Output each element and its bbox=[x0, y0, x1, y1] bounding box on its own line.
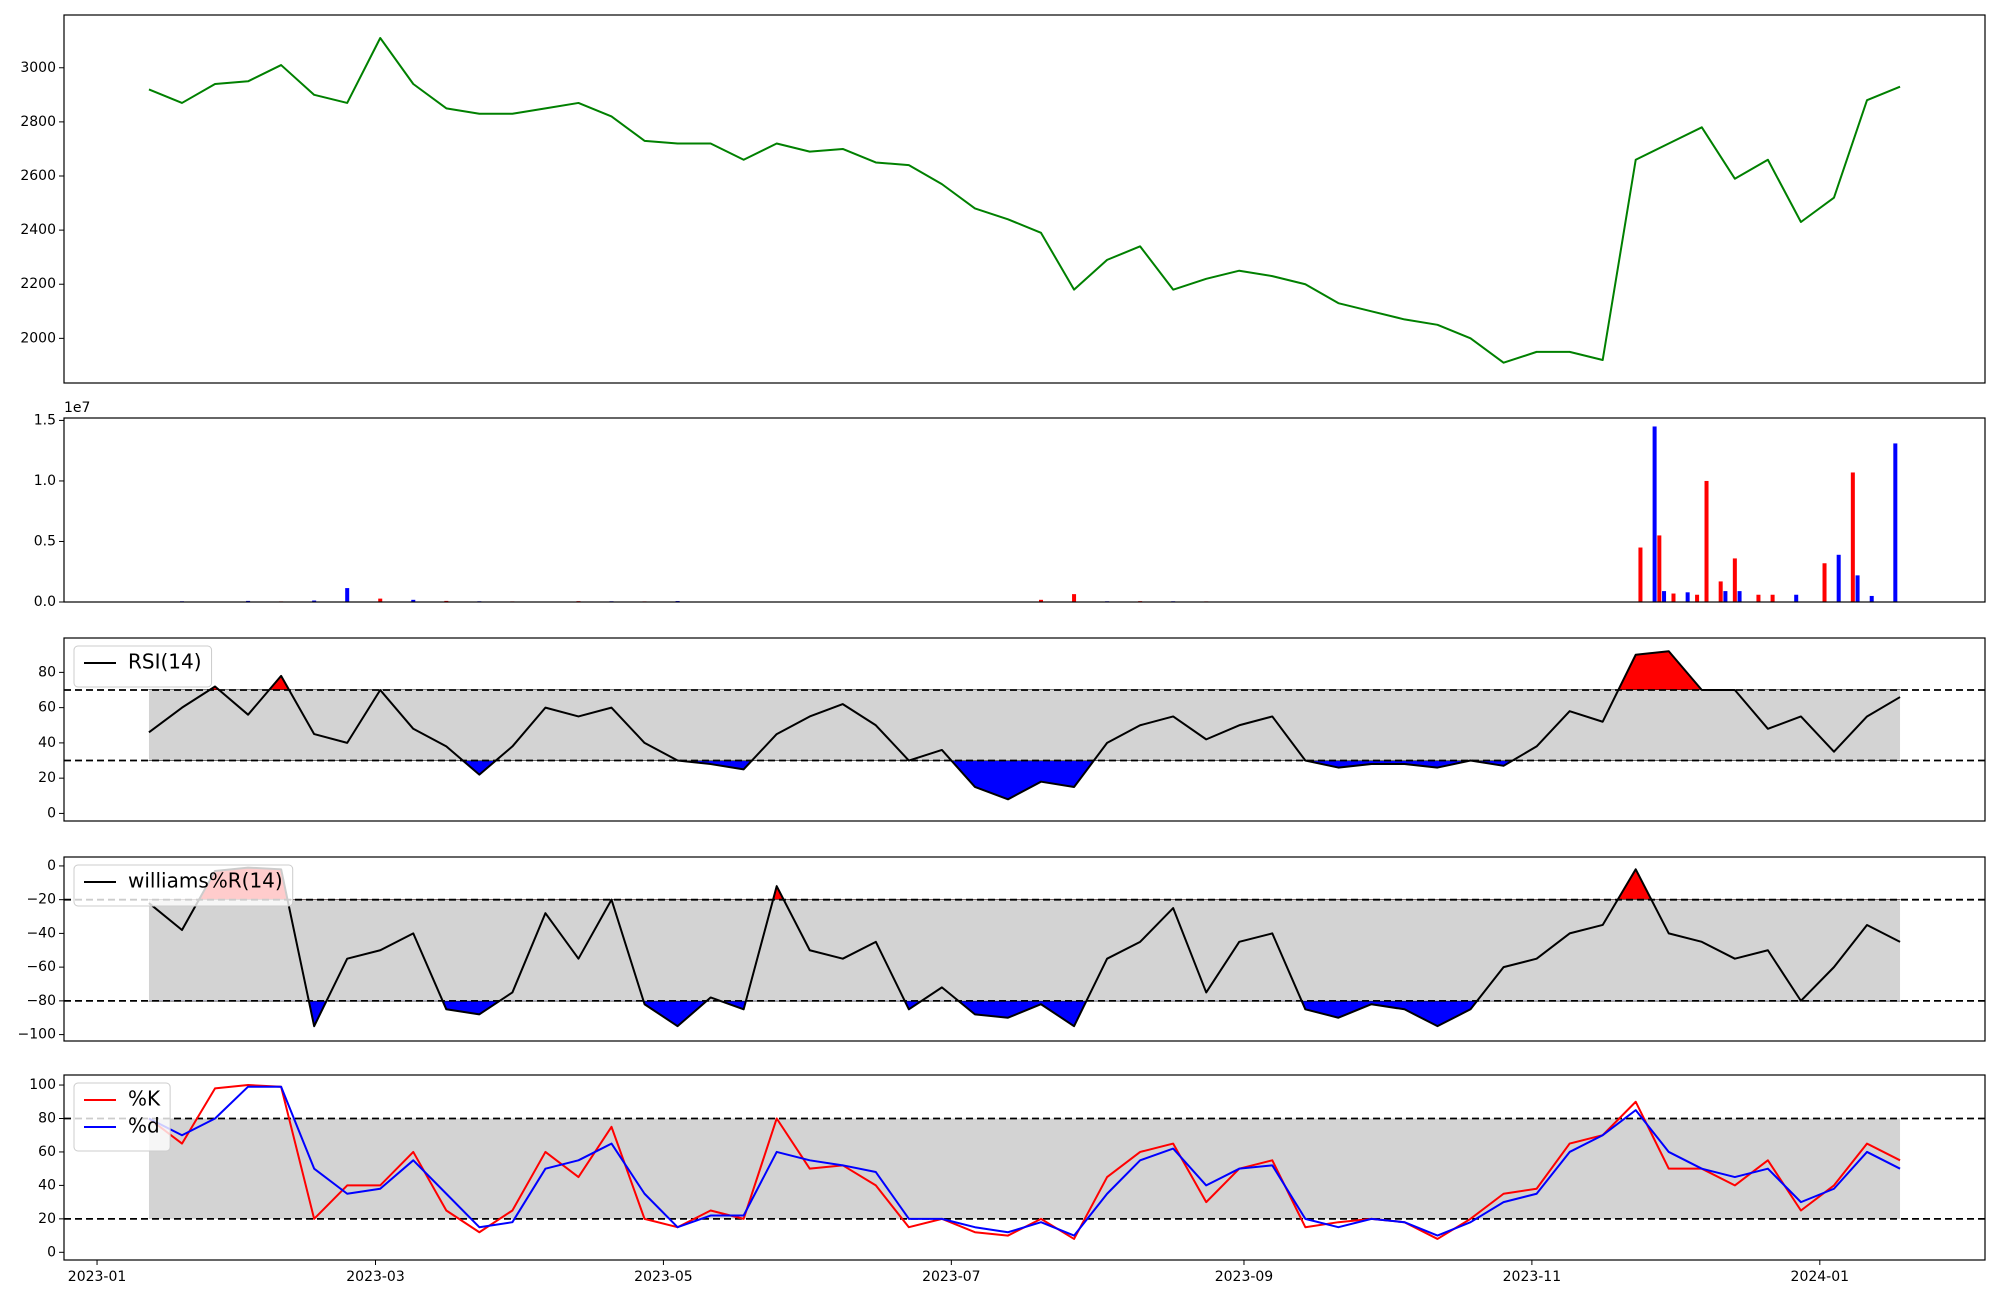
bar bbox=[1657, 535, 1661, 602]
bar bbox=[1756, 595, 1760, 602]
legend: williams%R(14) bbox=[74, 865, 293, 906]
y-tick-label: 40 bbox=[38, 1177, 56, 1193]
y-tick-label: 60 bbox=[38, 1144, 56, 1160]
bar bbox=[1823, 563, 1827, 602]
bar bbox=[1705, 481, 1709, 602]
legend-label: RSI(14) bbox=[128, 650, 202, 674]
bar bbox=[1719, 581, 1723, 602]
y-tick-label: −40 bbox=[26, 925, 56, 941]
y-tick-label: 40 bbox=[38, 735, 56, 751]
y-tick-label: 1.0 bbox=[34, 473, 56, 489]
panel: 0 20 40 60 80 bbox=[38, 638, 1985, 821]
plot-frame bbox=[64, 15, 1985, 383]
bar bbox=[1733, 558, 1737, 602]
bar bbox=[1695, 595, 1699, 602]
bar bbox=[1072, 594, 1076, 602]
y-tick-label: 60 bbox=[38, 700, 56, 716]
y-tick-label: 1.5 bbox=[34, 412, 56, 428]
y-tick-label: −60 bbox=[26, 959, 56, 975]
bar bbox=[1856, 575, 1860, 602]
panel: 0.0 0.5 1.0 1.5 1e7 bbox=[34, 400, 1985, 610]
y-tick-label: 0 bbox=[47, 858, 56, 874]
x-tick-label: 2023-05 bbox=[634, 1269, 693, 1285]
bar bbox=[1870, 596, 1874, 602]
y-tick-label: −100 bbox=[18, 1027, 56, 1043]
legend: RSI(14) bbox=[74, 646, 212, 687]
legend-label: %K bbox=[128, 1087, 161, 1111]
plot-frame bbox=[64, 418, 1985, 602]
y-tick-label: −80 bbox=[26, 993, 56, 1009]
line bbox=[149, 38, 1900, 363]
bar bbox=[1686, 592, 1690, 602]
bar bbox=[1771, 595, 1775, 602]
bar bbox=[1723, 591, 1727, 602]
x-tick-label: 2023-11 bbox=[1503, 1269, 1562, 1285]
bar bbox=[345, 588, 349, 602]
bar bbox=[1738, 591, 1742, 602]
bar bbox=[1662, 591, 1666, 602]
y-tick-label: 2400 bbox=[20, 222, 56, 238]
band-area bbox=[149, 900, 1900, 1001]
y-tick-label: 20 bbox=[38, 1211, 56, 1227]
bar bbox=[1638, 548, 1642, 602]
y-tick-label: 0 bbox=[47, 1244, 56, 1260]
legend-label: williams%R(14) bbox=[128, 869, 283, 893]
bar bbox=[1653, 426, 1657, 602]
bar bbox=[1837, 555, 1841, 602]
y-tick-label: 100 bbox=[29, 1077, 56, 1093]
y-tick-label: 3000 bbox=[20, 60, 56, 76]
x-tick-label: 2023-01 bbox=[68, 1269, 127, 1285]
bar bbox=[1851, 472, 1855, 602]
band-area bbox=[149, 1118, 1900, 1218]
y-tick-label: 2800 bbox=[20, 114, 56, 130]
panel: 0 −20 −40 −60 −80 −100 bbox=[18, 857, 1985, 1043]
legend: %K %d bbox=[74, 1083, 170, 1151]
bar bbox=[1893, 443, 1897, 602]
y-tick-label: 0.0 bbox=[34, 594, 56, 610]
y-tick-label: 20 bbox=[38, 770, 56, 786]
y-tick-label: 0 bbox=[47, 805, 56, 821]
bar bbox=[1671, 594, 1675, 602]
y-tick-label: −20 bbox=[26, 892, 56, 908]
band-area bbox=[149, 690, 1900, 761]
y-tick-label: 80 bbox=[38, 1110, 56, 1126]
x-tick-label: 2023-09 bbox=[1215, 1269, 1274, 1285]
y-tick-label: 0.5 bbox=[34, 533, 56, 549]
y-tick-label: 80 bbox=[38, 664, 56, 680]
y-tick-label: 2000 bbox=[20, 330, 56, 346]
bar bbox=[1794, 595, 1798, 602]
y-tick-label: 2600 bbox=[20, 168, 56, 184]
x-tick-label: 2023-07 bbox=[922, 1269, 981, 1285]
legend-label: %d bbox=[128, 1114, 160, 1138]
x-tick-label: 2023-03 bbox=[346, 1269, 405, 1285]
offset-label: 1e7 bbox=[64, 400, 90, 416]
panel: 0 20 40 60 80 100 2023-01 2023-03 2023-05 2023-07… bbox=[29, 1075, 1985, 1285]
y-tick-label: 2200 bbox=[20, 276, 56, 292]
x-tick-label: 2024-01 bbox=[1791, 1269, 1850, 1285]
panel: 2000 2200 2400 2600 2800 3000 bbox=[20, 15, 1985, 383]
